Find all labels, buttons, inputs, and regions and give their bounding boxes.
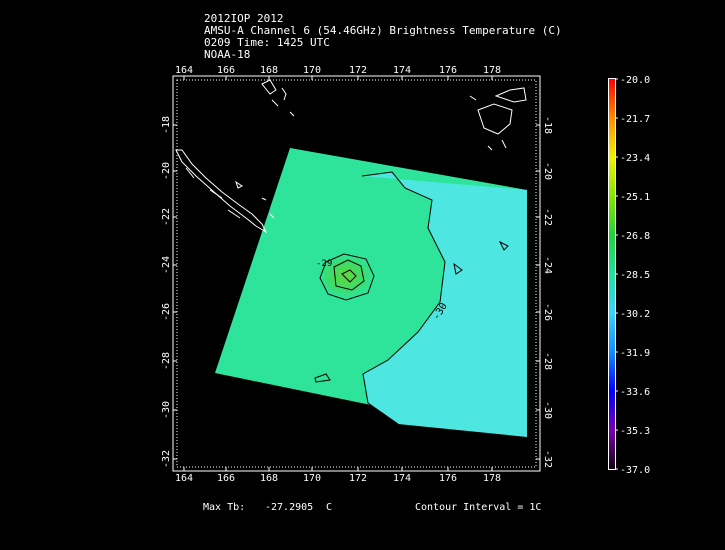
contour-label-29: -29 (316, 259, 332, 269)
lat-label-left-20: -20 (161, 162, 172, 180)
lon-label-bottom-174: 174 (393, 473, 411, 484)
image-title: 2012IOP 2012 (204, 12, 284, 25)
lon-label-bottom-166: 166 (217, 473, 235, 484)
lat-label-left-26: -26 (161, 303, 172, 321)
lat-label-left-22: -22 (161, 208, 172, 226)
max-tb-unit: C (326, 502, 333, 513)
product-description: AMSU-A Channel 6 (54.46GHz) Brightness T… (204, 24, 562, 37)
lon-label-top-176: 176 (439, 65, 457, 76)
lon-label-bottom-176: 176 (439, 473, 457, 484)
colorbar: -20.0 -21.7 -23.4 -25.1 -26.8 -28.5 -30.… (608, 75, 650, 476)
lat-label-right-22: -22 (542, 208, 553, 226)
lat-label-left-32: -32 (161, 450, 172, 468)
colorbar-label-4: -26.8 (620, 231, 650, 242)
satellite-name: NOAA-18 (204, 48, 251, 61)
map-frame-outer (172, 75, 541, 472)
colorbar-label-3: -25.1 (620, 192, 650, 203)
lat-label-right-32: -32 (542, 450, 553, 468)
lon-label-top-174: 174 (393, 65, 411, 76)
new-caledonia-coast (175, 149, 268, 234)
coastlines (175, 79, 527, 234)
lon-label-top-178: 178 (483, 65, 501, 76)
lat-label-right-20: -20 (542, 162, 553, 180)
colorbar-label-1: -21.7 (620, 114, 650, 125)
lon-label-top-166: 166 (217, 65, 235, 76)
lon-label-bottom-170: 170 (303, 473, 321, 484)
map-frame-inner (176, 79, 537, 468)
lon-label-top-164: 164 (175, 65, 193, 76)
lat-label-left-18: -18 (161, 116, 172, 134)
colorbar-label-5: -28.5 (620, 270, 650, 281)
lon-labels-top: 164 166 168 170 172 174 176 178 (175, 65, 501, 76)
lon-label-top-172: 172 (349, 65, 367, 76)
lat-label-right-26: -26 (542, 303, 553, 321)
lat-label-right-24: -24 (542, 256, 553, 274)
lat-label-right-30: -30 (542, 401, 553, 419)
contours (314, 171, 509, 425)
fiji-coast (477, 103, 513, 135)
lat-labels-right: -18 -20 -22 -24 -26 -28 -30 -32 (542, 116, 553, 468)
max-tb-value: -27.2905 (265, 502, 314, 513)
lat-label-left-28: -28 (161, 352, 172, 370)
colorbar-ramp (609, 79, 615, 469)
lat-label-left-24: -24 (161, 256, 172, 274)
tick-marks (173, 76, 540, 471)
lon-label-bottom-164: 164 (175, 473, 193, 484)
lon-label-bottom-168: 168 (260, 473, 278, 484)
lon-label-top-168: 168 (260, 65, 278, 76)
contour-interval: Contour Interval = 1C (415, 502, 542, 513)
lat-labels-left: -18 -20 -22 -24 -26 -28 -30 -32 (161, 116, 172, 468)
max-tb-label: Max Tb: (203, 502, 246, 513)
colorbar-label-7: -31.9 (620, 348, 650, 359)
colorbar-label-9: -35.3 (620, 426, 650, 437)
colorbar-label-10: -37.0 (620, 465, 650, 476)
lon-labels-bottom: 164 166 168 170 172 174 176 178 (175, 473, 501, 484)
colorbar-label-0: -20.0 (620, 75, 650, 86)
colorbar-label-8: -33.6 (620, 387, 650, 398)
contour-30 (361, 171, 446, 425)
lon-label-bottom-178: 178 (483, 473, 501, 484)
lat-label-left-30: -30 (161, 401, 172, 419)
lat-label-right-18: -18 (542, 116, 553, 134)
contour-29-outer (319, 253, 375, 301)
vanuatu-coast (261, 79, 295, 117)
observation-time: 0209 Time: 1425 UTC (204, 36, 330, 49)
contour-28 (333, 259, 365, 291)
lat-label-right-28: -28 (542, 352, 553, 370)
lon-label-top-170: 170 (303, 65, 321, 76)
contour-27 (341, 269, 357, 283)
colorbar-label-2: -23.4 (620, 153, 650, 164)
lon-label-bottom-172: 172 (349, 473, 367, 484)
colorbar-label-6: -30.2 (620, 309, 650, 320)
brightness-swath (215, 148, 527, 437)
